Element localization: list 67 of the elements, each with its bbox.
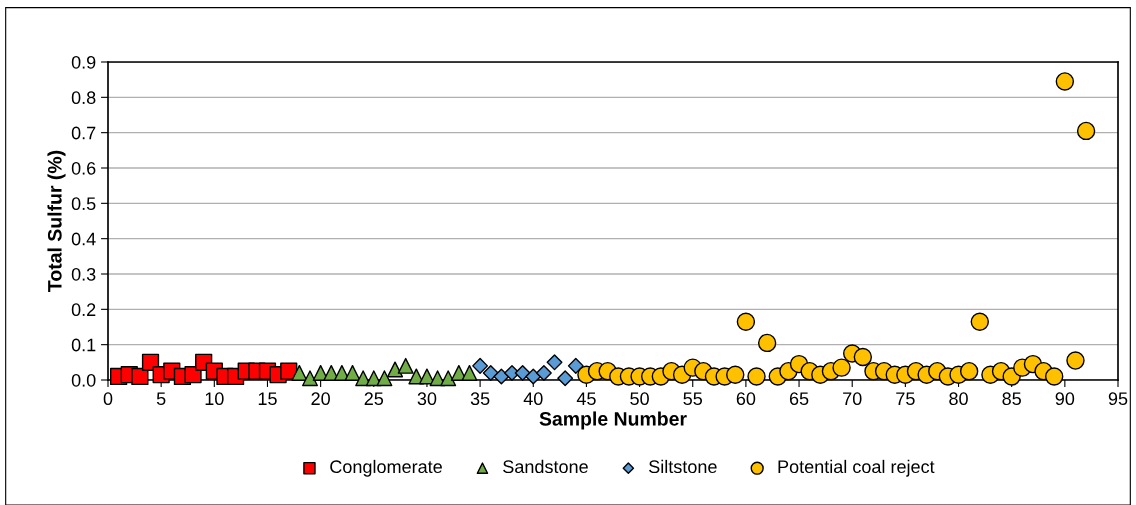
x-tick-label: 20 <box>311 392 330 406</box>
x-tick-label: 45 <box>576 392 596 406</box>
point <box>1045 367 1064 386</box>
point <box>853 347 873 367</box>
x-tick-label: 60 <box>736 392 756 406</box>
x-tick-label: 40 <box>523 392 543 406</box>
point <box>736 312 756 331</box>
y-tick-label: 0.6 <box>71 161 96 175</box>
point <box>970 312 989 331</box>
x-tick-label: 90 <box>1055 392 1075 406</box>
point <box>1066 351 1085 370</box>
point <box>482 364 499 381</box>
point <box>525 368 542 385</box>
point <box>557 370 574 387</box>
x-axis-title: Sample Number <box>539 411 687 430</box>
x-tick-label: 5 <box>156 392 166 406</box>
point <box>726 365 745 384</box>
point <box>535 364 552 381</box>
legend-label: Siltstone <box>649 459 717 474</box>
x-tick-label: 55 <box>683 392 703 406</box>
y-tick-label: 0.4 <box>71 232 96 246</box>
point <box>440 370 457 387</box>
point <box>493 368 510 385</box>
point <box>291 364 308 381</box>
y-tick-label: 0.0 <box>71 373 96 387</box>
x-tick-label: 30 <box>417 392 437 406</box>
y-tick-label: 0.7 <box>71 126 96 140</box>
point <box>1055 72 1075 91</box>
point <box>344 364 361 381</box>
x-tick-label: 80 <box>949 392 968 406</box>
point <box>472 357 489 374</box>
point <box>504 364 520 381</box>
point <box>832 358 851 377</box>
y-tick-label: 0.8 <box>71 91 96 105</box>
x-tick-label: 0 <box>103 392 113 406</box>
legend-label: Potential coal reject <box>778 459 935 477</box>
y-tick-label: 0.1 <box>71 338 96 352</box>
point <box>747 367 766 386</box>
x-tick-label: 15 <box>258 392 277 406</box>
point <box>567 357 584 374</box>
x-tick-label: 95 <box>1108 392 1128 406</box>
point <box>461 364 478 381</box>
y-tick-label: 0.5 <box>71 197 96 211</box>
point <box>302 370 318 387</box>
x-tick-label: 35 <box>470 392 490 406</box>
point <box>418 368 435 385</box>
point <box>1076 121 1096 141</box>
y-tick-label: 0.3 <box>71 267 96 281</box>
legend-label: Conglomerate <box>330 459 442 477</box>
x-tick-label: 25 <box>364 392 384 406</box>
x-tick-label: 70 <box>843 392 862 406</box>
point <box>376 370 393 387</box>
x-tick-label: 50 <box>630 392 649 406</box>
x-tick-label: 85 <box>1002 392 1021 406</box>
point <box>184 366 202 384</box>
y-tick-label: 0.2 <box>71 303 96 317</box>
point <box>131 367 149 386</box>
point <box>757 333 777 353</box>
point <box>959 361 979 381</box>
legend-label: Sandstone <box>503 459 588 474</box>
point <box>546 354 563 371</box>
x-tick-label: 75 <box>896 392 915 406</box>
y-tick-label: 0.9 <box>71 55 96 69</box>
point <box>397 357 414 374</box>
x-tick-label: 10 <box>205 392 224 406</box>
x-tick-label: 65 <box>789 392 809 406</box>
y-axis-title: Total Sulfur (%) <box>47 150 66 292</box>
